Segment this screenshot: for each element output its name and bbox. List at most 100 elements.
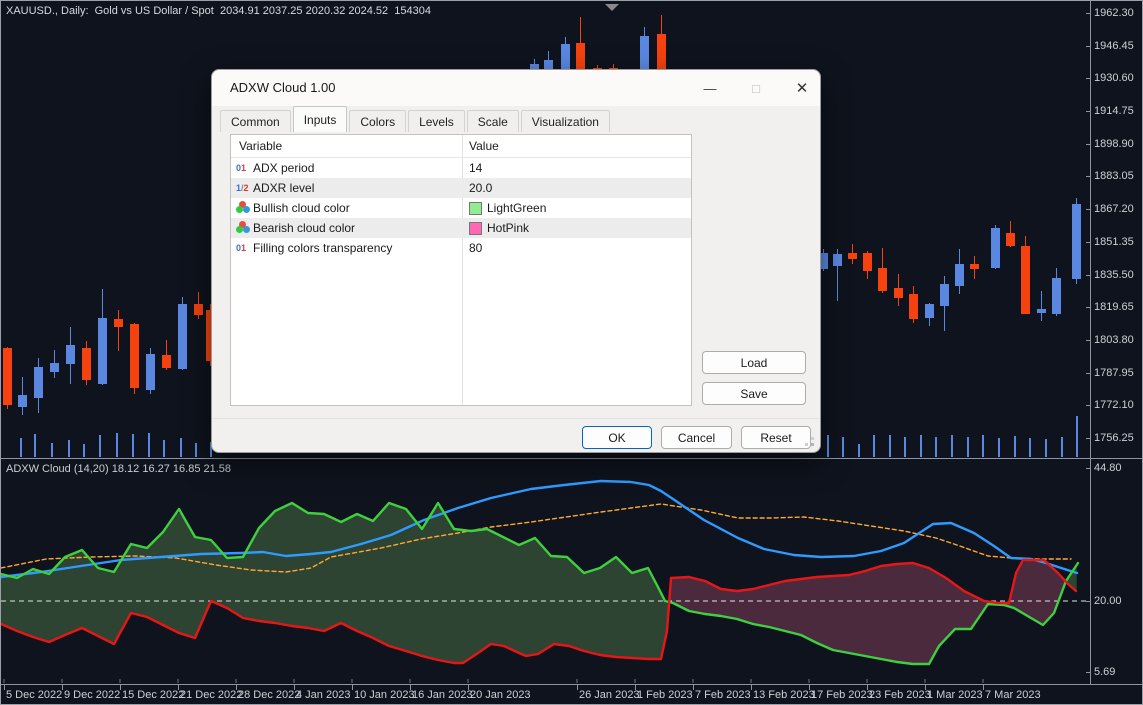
param-value[interactable]: 20.0 bbox=[463, 181, 492, 195]
volume-bar bbox=[99, 435, 101, 457]
table-header: Variable Value bbox=[231, 135, 691, 158]
volume-bar bbox=[998, 438, 1000, 457]
volume-bar bbox=[180, 438, 182, 457]
dialog-title: ADXW Cloud 1.00 bbox=[230, 80, 336, 95]
volume-bar bbox=[935, 437, 937, 457]
param-value[interactable]: LightGreen bbox=[463, 201, 546, 215]
date-axis-label: 5 Dec 2022 bbox=[6, 689, 62, 701]
param-value[interactable]: HotPink bbox=[463, 221, 529, 235]
input-row[interactable]: Bullish cloud color LightGreen bbox=[231, 198, 691, 218]
tab-levels[interactable]: Levels bbox=[408, 110, 465, 132]
price-axis-label: 1962.30 bbox=[1094, 7, 1134, 19]
volume-bar bbox=[889, 435, 891, 457]
numeric-param-icon: 01 bbox=[231, 243, 253, 253]
date-axis-label: 26 Jan 2023 bbox=[579, 689, 640, 701]
param-name: Filling colors transparency bbox=[253, 241, 392, 255]
dialog-titlebar[interactable]: ADXW Cloud 1.00 — □ ✕ bbox=[212, 70, 820, 106]
dialog-tabs: CommonInputsColorsLevelsScaleVisualizati… bbox=[220, 106, 612, 132]
minimize-icon[interactable]: — bbox=[694, 73, 726, 103]
date-axis-label: 7 Mar 2023 bbox=[985, 689, 1041, 701]
volume-bar bbox=[163, 440, 165, 457]
tab-inputs[interactable]: Inputs bbox=[293, 106, 348, 132]
price-axis-label: 1883.05 bbox=[1094, 170, 1134, 182]
indicator-header: ADXW Cloud (14,20) 18.12 16.27 16.85 21.… bbox=[6, 463, 231, 475]
price-axis-label: 1946.45 bbox=[1094, 40, 1134, 52]
tab-scale[interactable]: Scale bbox=[467, 110, 519, 132]
date-axis-label: 10 Jan 2023 bbox=[354, 689, 415, 701]
ok-button[interactable]: OK bbox=[582, 426, 652, 449]
price-axis-label: 20.00 bbox=[1094, 595, 1122, 607]
date-axis-label: 7 Feb 2023 bbox=[695, 689, 751, 701]
date-axis-label: 23 Feb 2023 bbox=[869, 689, 931, 701]
volume-bar bbox=[1076, 416, 1078, 457]
param-value[interactable]: 80 bbox=[463, 241, 482, 255]
column-header-value: Value bbox=[463, 139, 499, 153]
volume-bar bbox=[132, 434, 134, 457]
tab-colors[interactable]: Colors bbox=[349, 110, 406, 132]
volume-bar bbox=[1045, 439, 1047, 457]
inputs-table[interactable]: Variable Value 01ADX period141/2ADXR lev… bbox=[230, 134, 692, 406]
symbol-ohlc-header: XAUUSD., Daily: Gold vs US Dollar / Spot… bbox=[6, 5, 431, 17]
volume-bar bbox=[34, 434, 36, 457]
price-axis-label: 1772.10 bbox=[1094, 399, 1134, 411]
volume-bar bbox=[116, 433, 118, 457]
indicator-properties-dialog: ADXW Cloud 1.00 — □ ✕ CommonInputsColors… bbox=[211, 69, 821, 453]
volume-bar bbox=[904, 437, 906, 457]
save-button[interactable]: Save bbox=[702, 382, 806, 405]
maximize-icon: □ bbox=[740, 73, 772, 103]
input-row[interactable]: 01Filling colors transparency 80 bbox=[231, 238, 691, 258]
volume-bar bbox=[873, 435, 875, 457]
dialog-divider bbox=[212, 418, 820, 419]
numeric-param-icon: 01 bbox=[231, 163, 253, 173]
close-icon[interactable]: ✕ bbox=[786, 73, 818, 103]
param-name: ADXR level bbox=[253, 181, 314, 195]
date-axis-label: 17 Feb 2023 bbox=[811, 689, 873, 701]
tab-visualization[interactable]: Visualization bbox=[521, 110, 610, 132]
param-name: Bullish cloud color bbox=[253, 201, 350, 215]
date-axis-label: 20 Jan 2023 bbox=[470, 689, 531, 701]
volume-bar bbox=[858, 444, 860, 457]
load-button[interactable]: Load bbox=[702, 351, 806, 374]
volume-bar bbox=[1029, 438, 1031, 457]
decimal-param-icon: 1/2 bbox=[231, 183, 253, 193]
volume-bar bbox=[195, 443, 197, 457]
volume-bar bbox=[1061, 437, 1063, 457]
date-axis-label: 9 Dec 2022 bbox=[64, 689, 120, 701]
reset-button[interactable]: Reset bbox=[741, 426, 811, 449]
price-axis[interactable]: 1962.301946.451930.601914.751898.901883.… bbox=[1086, 1, 1143, 684]
adxw-indicator-pane[interactable] bbox=[1, 459, 1091, 683]
input-row[interactable]: Bearish cloud color HotPink bbox=[231, 218, 691, 238]
date-axis-label: 1 Mar 2023 bbox=[927, 689, 983, 701]
price-axis-label: 1914.75 bbox=[1094, 105, 1134, 117]
date-axis-label: 21 Dec 2022 bbox=[180, 689, 242, 701]
date-axis[interactable]: 5 Dec 20229 Dec 202215 Dec 202221 Dec 20… bbox=[1, 684, 1143, 705]
price-axis-label: 1867.20 bbox=[1094, 203, 1134, 215]
column-header-variable: Variable bbox=[231, 139, 463, 153]
volume-bar bbox=[51, 443, 53, 457]
input-row[interactable]: 1/2ADXR level 20.0 bbox=[231, 178, 691, 198]
volume-bar bbox=[148, 433, 150, 457]
price-axis-label: 1787.95 bbox=[1094, 367, 1134, 379]
date-axis-label: 15 Dec 2022 bbox=[122, 689, 184, 701]
chart-marker-icon bbox=[605, 4, 619, 11]
volume-bar bbox=[83, 444, 85, 457]
cancel-button[interactable]: Cancel bbox=[661, 426, 732, 449]
price-axis-label: 44.80 bbox=[1094, 462, 1122, 474]
price-axis-label: 1756.25 bbox=[1094, 432, 1134, 444]
price-axis-label: 1851.35 bbox=[1094, 236, 1134, 248]
volume-bar bbox=[967, 437, 969, 457]
tab-common[interactable]: Common bbox=[220, 110, 291, 132]
price-axis-label: 5.69 bbox=[1094, 666, 1115, 678]
param-name: Bearish cloud color bbox=[253, 221, 355, 235]
date-axis-label: 16 Jan 2023 bbox=[412, 689, 473, 701]
color-param-icon bbox=[231, 221, 253, 235]
resize-grip[interactable] bbox=[811, 443, 814, 446]
date-axis-label: 4 Jan 2023 bbox=[296, 689, 350, 701]
input-row[interactable]: 01ADX period14 bbox=[231, 158, 691, 178]
color-swatch bbox=[469, 222, 482, 235]
price-axis-label: 1835.50 bbox=[1094, 269, 1134, 281]
price-axis-label: 1930.60 bbox=[1094, 72, 1134, 84]
param-value[interactable]: 14 bbox=[463, 161, 482, 175]
volume-bar bbox=[842, 437, 844, 457]
date-axis-label: 13 Feb 2023 bbox=[753, 689, 815, 701]
